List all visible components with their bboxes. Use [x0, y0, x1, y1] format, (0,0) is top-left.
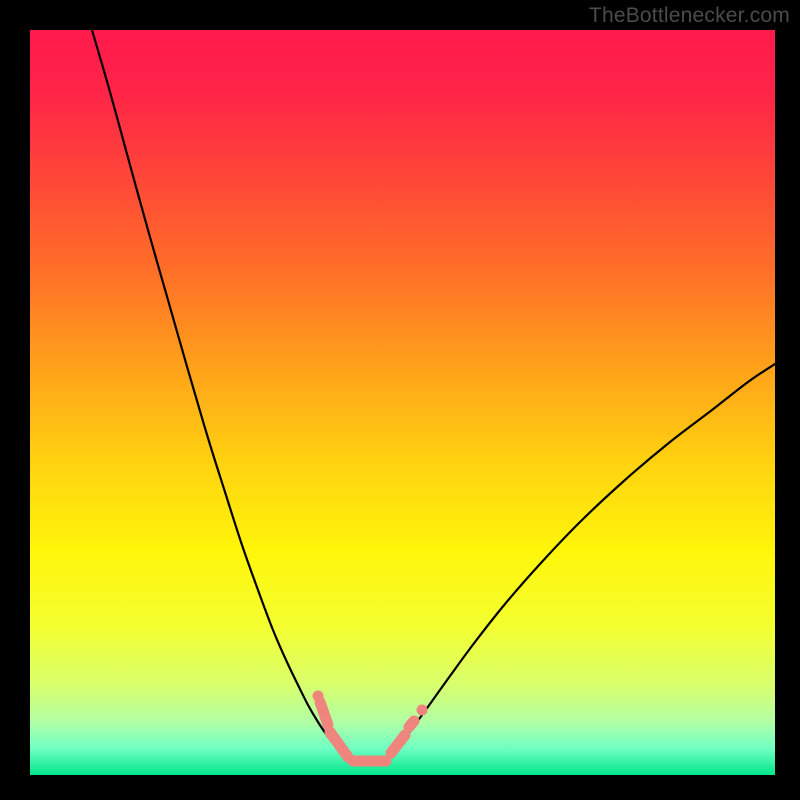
plot-background	[30, 30, 775, 775]
watermark-text: TheBottlenecker.com	[589, 4, 790, 28]
overlay-dot-0	[313, 691, 324, 702]
overlay-segment-4	[409, 721, 414, 727]
overlay-segment-0	[320, 702, 328, 725]
stage: TheBottlenecker.com	[0, 0, 800, 800]
bottleneck-chart	[0, 0, 800, 800]
overlay-dot-1	[417, 705, 428, 716]
